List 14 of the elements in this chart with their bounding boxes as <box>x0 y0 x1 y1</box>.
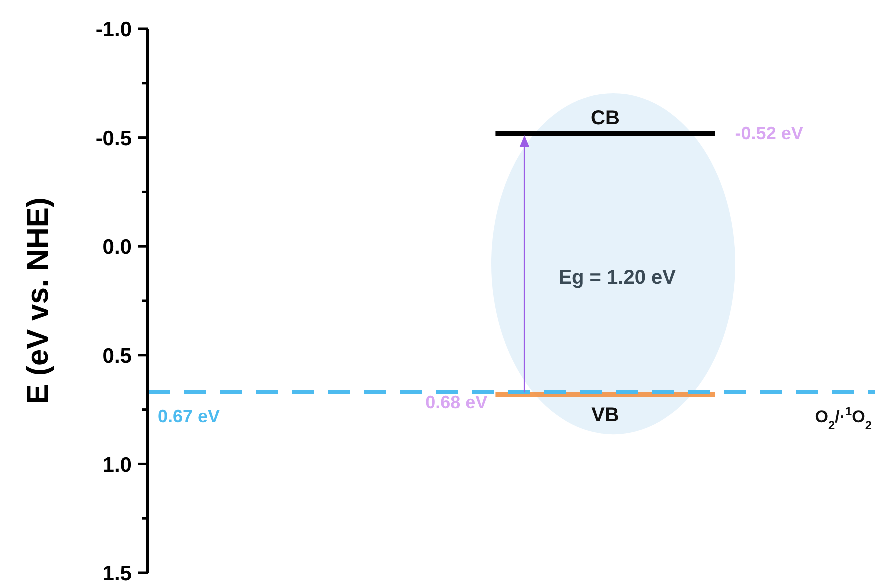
y-tick-label: 0.0 <box>102 236 132 260</box>
annotation: -0.52 eV <box>735 123 804 144</box>
y-tick-label: 1.5 <box>102 562 132 586</box>
ref-line-label: O$_{2}$/·$^{1}$O$_{2}$ <box>815 404 872 432</box>
y-tick-label: -0.5 <box>96 127 132 150</box>
annotation: 0.67 eV <box>158 406 220 426</box>
y-tick-label: 0.5 <box>102 344 132 368</box>
y-tick-label: -1.0 <box>96 18 132 42</box>
series-label: CB <box>591 107 620 130</box>
y-tick-label: 1.0 <box>102 454 132 477</box>
y-axis-title: E (eV vs. NHE) <box>22 198 55 404</box>
series-label: VB <box>592 404 620 427</box>
annotation: Eg = 1.20 eV <box>558 267 677 290</box>
annotation: 0.68 eV <box>426 392 488 413</box>
